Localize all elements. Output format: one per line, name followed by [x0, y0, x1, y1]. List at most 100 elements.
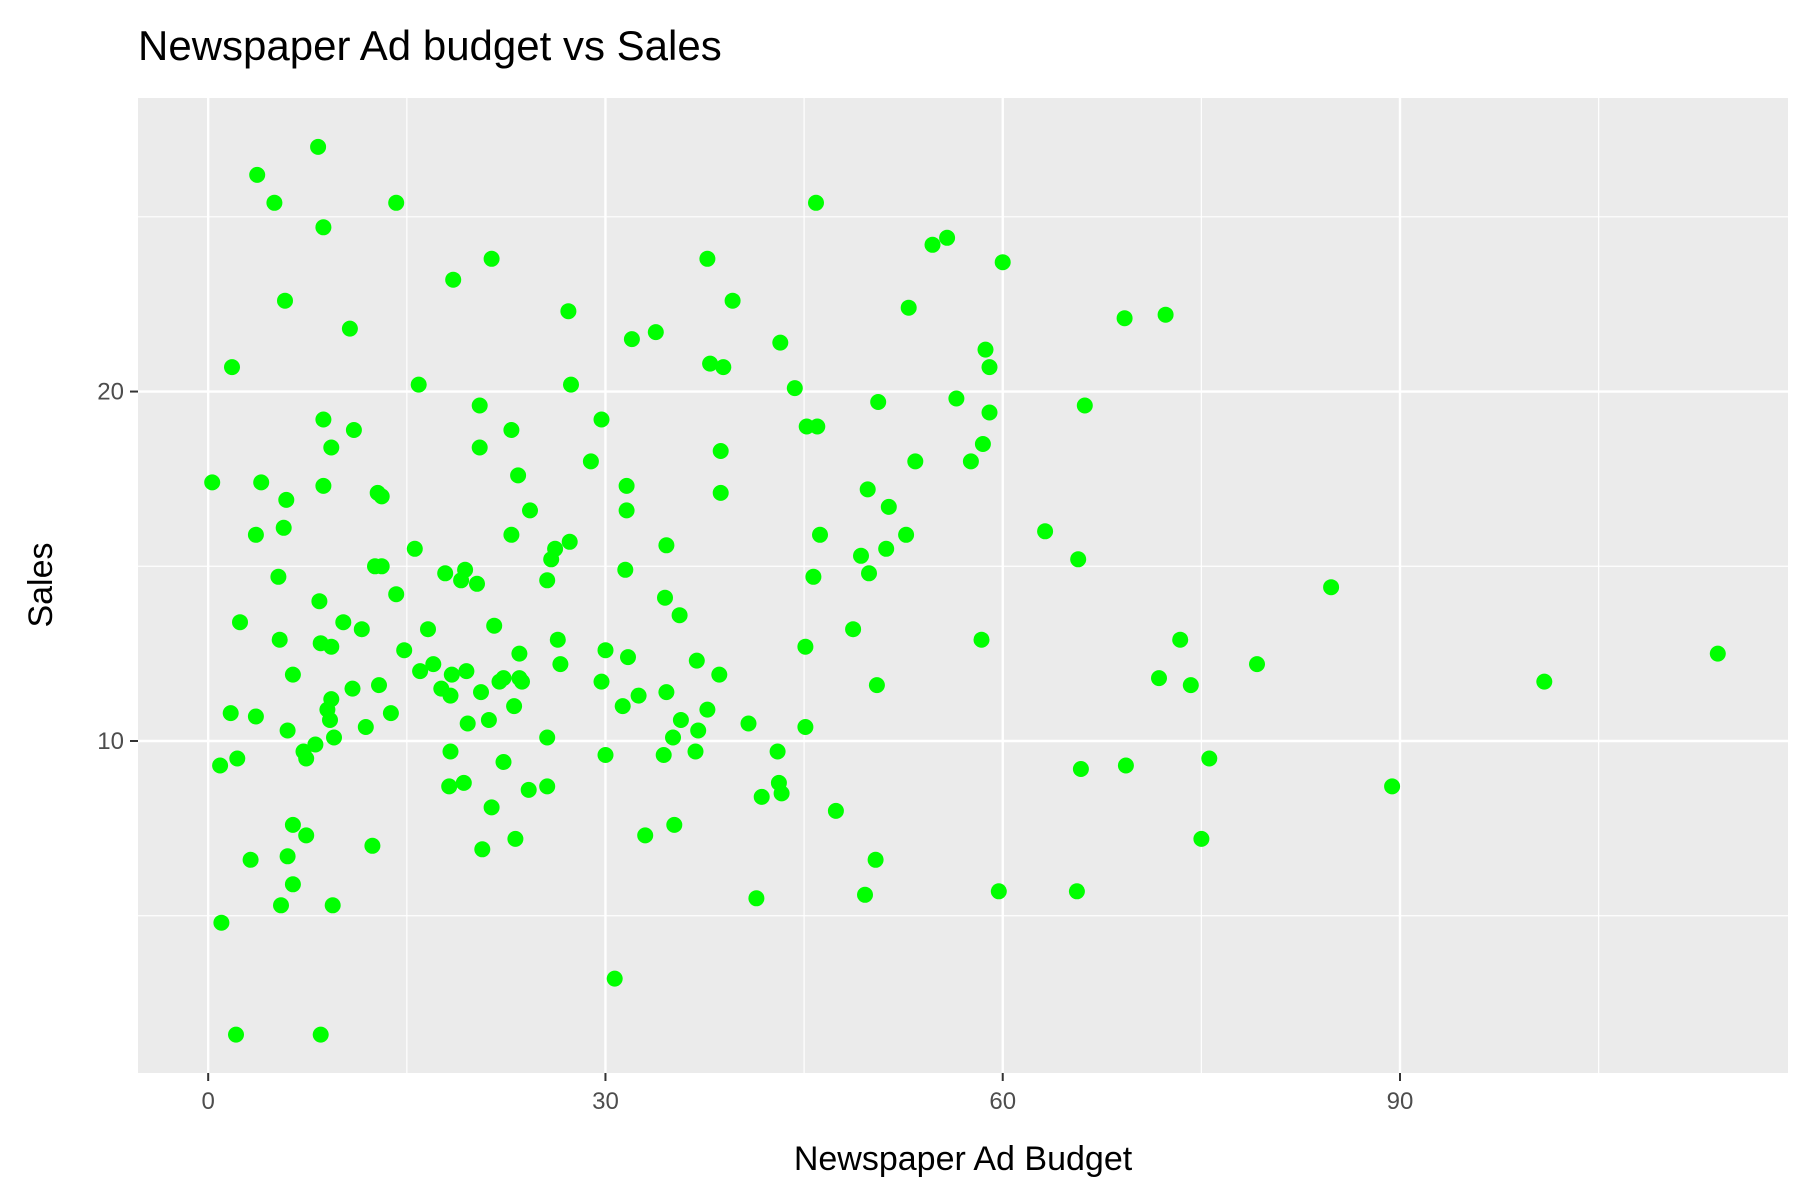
data-point: [845, 621, 862, 638]
data-point: [247, 708, 264, 725]
data-point: [687, 743, 704, 760]
data-point: [593, 673, 610, 690]
data-point: [724, 292, 741, 309]
data-point: [753, 788, 770, 805]
data-point: [614, 698, 631, 715]
data-point: [1201, 750, 1218, 767]
data-point: [857, 886, 873, 903]
x-tick-label: 0: [202, 1088, 215, 1115]
y-axis: 10 20: [97, 379, 138, 755]
data-point: [715, 359, 732, 376]
data-point: [618, 502, 635, 519]
data-point: [543, 551, 560, 568]
data-point: [471, 439, 488, 456]
data-point: [867, 851, 884, 868]
data-point: [808, 194, 824, 211]
data-point: [222, 705, 239, 722]
data-point: [981, 404, 998, 421]
data-point: [483, 799, 500, 816]
data-point: [495, 754, 512, 770]
data-point: [797, 719, 814, 735]
data-point: [1172, 631, 1189, 648]
data-point: [247, 526, 264, 543]
data-point: [606, 970, 623, 987]
data-point: [315, 219, 332, 236]
data-point: [973, 631, 990, 648]
data-point: [433, 680, 450, 697]
data-point: [974, 436, 991, 452]
data-point: [319, 701, 336, 718]
data-point: [1117, 757, 1134, 774]
data-point: [552, 656, 569, 673]
data-point: [323, 638, 340, 655]
y-axis-title: Sales: [22, 542, 60, 627]
data-point: [671, 607, 688, 624]
data-point: [712, 484, 729, 501]
data-point: [1182, 677, 1199, 694]
data-point: [249, 166, 266, 183]
data-point: [994, 254, 1011, 271]
data-point: [396, 642, 413, 659]
data-point: [503, 422, 520, 438]
data-point: [335, 614, 352, 631]
data-point: [266, 194, 283, 211]
data-point: [962, 453, 979, 470]
data-point: [907, 453, 924, 470]
data-point: [770, 774, 787, 791]
data-point: [798, 418, 815, 435]
data-point: [480, 712, 497, 728]
data-point: [506, 698, 523, 715]
data-point: [273, 897, 289, 914]
data-point: [1151, 670, 1167, 687]
data-point: [748, 890, 765, 907]
data-point: [711, 666, 728, 683]
data-point: [271, 631, 288, 648]
data-point: [647, 324, 664, 341]
data-point: [561, 533, 578, 550]
data-point: [253, 474, 270, 491]
data-point: [859, 481, 876, 498]
data-point: [981, 359, 998, 376]
data-point: [315, 477, 332, 494]
data-point: [699, 250, 716, 267]
y-tick-label: 10: [97, 728, 124, 755]
data-point: [511, 645, 528, 662]
data-point: [388, 586, 405, 603]
data-point: [284, 666, 301, 683]
data-point: [224, 359, 240, 376]
data-point: [307, 736, 324, 753]
data-point: [900, 299, 917, 316]
data-point: [213, 914, 230, 931]
chart-title: Newspaper Ad budget vs Sales: [138, 22, 722, 69]
data-point: [310, 138, 327, 155]
y-tick-label: 20: [97, 379, 124, 406]
data-point: [522, 502, 538, 519]
data-point: [878, 540, 895, 557]
data-point: [939, 229, 956, 246]
data-point: [373, 558, 390, 575]
data-point: [232, 614, 248, 631]
data-point: [861, 565, 877, 582]
data-point: [278, 491, 295, 508]
data-point: [279, 848, 296, 865]
data-point: [353, 621, 370, 638]
data-point: [870, 394, 887, 410]
data-point: [369, 484, 386, 501]
data-point: [772, 334, 789, 351]
data-point: [388, 194, 405, 211]
data-point: [1157, 306, 1174, 323]
data-point: [412, 663, 429, 680]
x-tick-label: 60: [989, 1088, 1016, 1115]
data-point: [688, 652, 705, 669]
data-point: [853, 547, 869, 564]
x-tick-label: 30: [592, 1088, 619, 1115]
data-point: [284, 816, 301, 833]
data-point: [630, 687, 647, 704]
data-point: [1323, 579, 1340, 596]
data-point: [324, 897, 341, 914]
data-point: [740, 715, 757, 732]
plot-panel: [138, 98, 1788, 1073]
data-point: [520, 781, 537, 798]
data-point: [437, 565, 454, 582]
data-point: [1072, 761, 1089, 777]
